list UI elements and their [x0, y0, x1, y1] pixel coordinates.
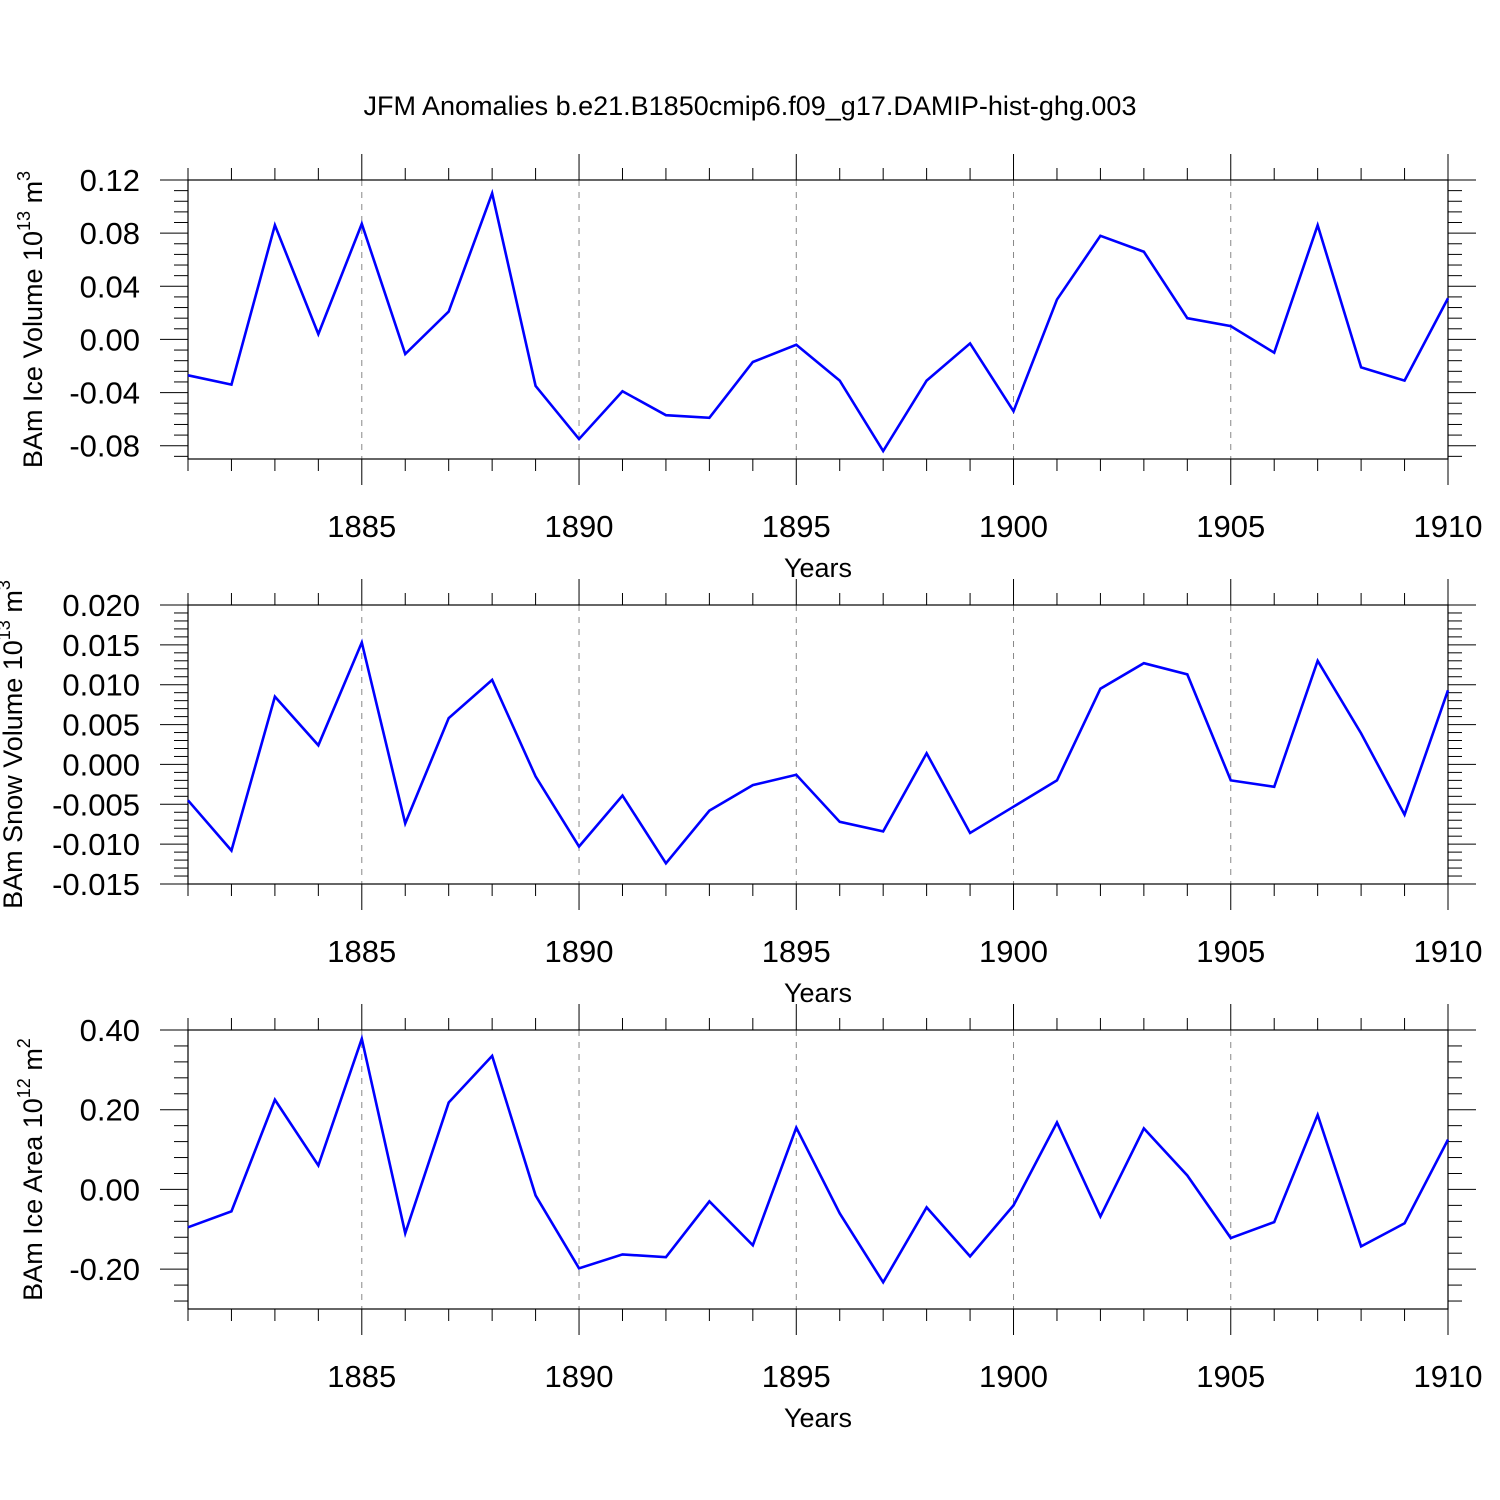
- x-tick-label: 1900: [979, 934, 1048, 969]
- x-tick-label: 1905: [1196, 509, 1265, 544]
- x-tick-label: 1910: [1414, 1359, 1483, 1394]
- y-tick-label: -0.010: [52, 827, 140, 862]
- x-tick-label: 1900: [979, 1359, 1048, 1394]
- x-tick-label: 1885: [327, 509, 396, 544]
- y-tick-label: 0.04: [80, 269, 140, 304]
- y-axis-label-text: BAm Snow Volume 10: [0, 640, 28, 909]
- y-axis-label-exponent: 13: [0, 620, 14, 640]
- chart-panel-1: -0.08 -0.04 0.00 0.04 0.08 0.12 1885 1890 1895 19…: [14, 154, 1482, 583]
- plot-frame: [187, 179, 1449, 460]
- y-tick-label: -0.04: [69, 376, 140, 411]
- y-axis-label: BAm Ice Volume 1013 m3: [14, 171, 48, 468]
- y-tick-label: 0.015: [62, 628, 140, 663]
- x-axis-label: Years: [784, 1403, 852, 1433]
- y-axis-label-unit-exponent: 3: [14, 171, 34, 181]
- y-tick-label: -0.08: [69, 429, 140, 464]
- chart-panel-2: -0.015 -0.010 -0.005 0.000 0.005 0.010 0.015 0.…: [0, 579, 1482, 1008]
- x-tick-label: 1895: [762, 509, 831, 544]
- y-tick-label: 0.08: [80, 216, 140, 251]
- y-axis-label-unit: m: [18, 181, 48, 211]
- x-tick-label: 1900: [979, 509, 1048, 544]
- chart-title: JFM Anomalies b.e21.B1850cmip6.f09_g17.D…: [364, 91, 1137, 121]
- x-tick-label: 1905: [1196, 934, 1265, 969]
- x-tick-label: 1910: [1414, 934, 1483, 969]
- y-axis-label-text: BAm Ice Volume 10: [18, 231, 48, 468]
- y-axis-label-exponent: 12: [14, 1078, 34, 1098]
- y-tick-label: -0.005: [52, 787, 140, 822]
- y-tick-label: 0.40: [80, 1013, 140, 1048]
- x-tick-label: 1895: [762, 1359, 831, 1394]
- x-tick-label: 1885: [327, 934, 396, 969]
- x-tick-label: 1885: [327, 1359, 396, 1394]
- y-tick-label: 0.00: [80, 322, 140, 357]
- x-tick-label: 1895: [762, 934, 831, 969]
- x-tick-label: 1905: [1196, 1359, 1265, 1394]
- x-axis-label: Years: [784, 553, 852, 583]
- y-tick-label: 0.000: [62, 747, 140, 782]
- data-series-line: [187, 638, 1450, 866]
- chart-panel-3: -0.20 0.00 0.20 0.40 1885 1890 1895 1900 1905 191…: [14, 1004, 1482, 1433]
- x-tick-label: 1890: [545, 509, 614, 544]
- y-axis-label: BAm Snow Volume 1013 m3: [0, 580, 28, 909]
- x-tick-label: 1910: [1414, 509, 1483, 544]
- x-tick-label: 1890: [545, 934, 614, 969]
- y-axis-label-unit-exponent: 3: [0, 580, 14, 590]
- y-axis-label-unit: m: [18, 1048, 48, 1078]
- y-axis-label-unit: m: [0, 590, 28, 620]
- data-series-line: [187, 188, 1450, 454]
- x-axis-label: Years: [784, 978, 852, 1008]
- y-tick-label: 0.010: [62, 668, 140, 703]
- y-tick-label: -0.20: [69, 1252, 140, 1287]
- y-axis-label-unit-exponent: 2: [14, 1038, 34, 1048]
- y-axis-label-text: BAm Ice Area 10: [18, 1098, 48, 1301]
- data-series-line: [187, 1033, 1450, 1285]
- y-tick-label: 0.005: [62, 708, 140, 743]
- y-tick-label: -0.015: [52, 867, 140, 902]
- y-tick-label: 0.20: [80, 1093, 140, 1128]
- y-tick-label: 0.00: [80, 1172, 140, 1207]
- y-tick-label: 0.12: [80, 163, 140, 198]
- plot-frame: [187, 604, 1449, 885]
- y-axis-label-exponent: 13: [14, 211, 34, 231]
- y-tick-label: 0.020: [62, 588, 140, 623]
- plot-frame: [187, 1029, 1449, 1310]
- x-tick-label: 1890: [545, 1359, 614, 1394]
- y-axis-label: BAm Ice Area 1012 m2: [14, 1038, 48, 1301]
